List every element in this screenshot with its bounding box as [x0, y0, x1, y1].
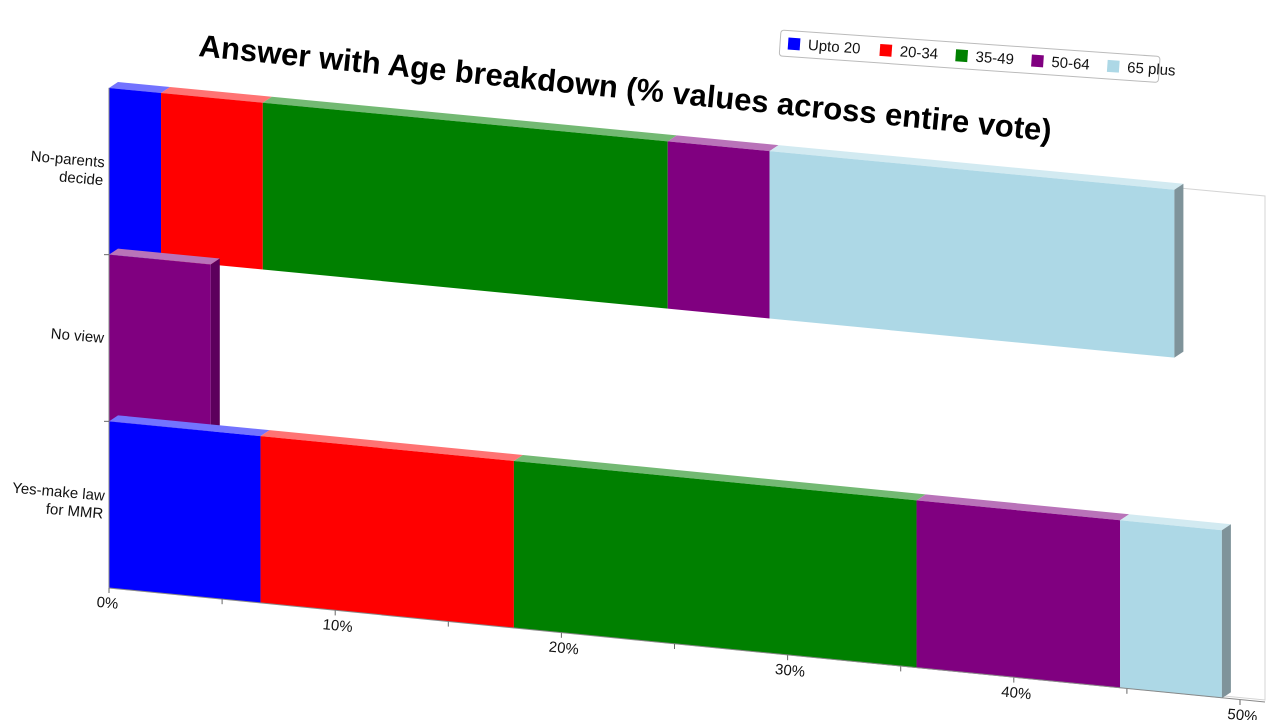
legend-border [778, 29, 1161, 83]
x-tick-label: 40% [1000, 683, 1032, 703]
x-tick-label: 0% [96, 594, 119, 613]
bar-top-20-34 [260, 430, 523, 461]
bar-Yes-make law for MMR-Upto 20 [109, 421, 261, 604]
legend-label: 35-49 [975, 49, 1014, 69]
category-label: No view [50, 325, 105, 347]
legend-swatch [1031, 54, 1044, 68]
category-label: for MMR [45, 501, 104, 523]
legend-label: Upto 20 [807, 37, 861, 58]
bar-No-parents decide-35-49 [262, 102, 668, 309]
legend-swatch [787, 37, 801, 51]
x-axis: 0% 10% 20% 30% 40% 50% [96, 88, 1266, 720]
bar-Yes-make law for MMR-65 plus [1120, 520, 1222, 699]
bar-end-Yes-make law for MMR [1221, 524, 1231, 699]
bar-top-35-49 [513, 454, 926, 501]
x-tick-label: 20% [548, 639, 580, 659]
legend: Upto 20 20-34 35-49 50-64 65 plus [778, 29, 1176, 83]
legend-label: 65 plus [1127, 59, 1176, 79]
bar-top-65 plus [1120, 514, 1231, 531]
bar-top-20-34 [161, 86, 272, 103]
bar-top-65 plus [769, 145, 1184, 190]
x-tick-label: 10% [322, 616, 354, 636]
legend-label: 50-64 [1051, 54, 1090, 74]
bar-end-No-parents decide [1174, 183, 1184, 358]
bars [109, 82, 1231, 699]
bar-Yes-make law for MMR-20-34 [260, 436, 514, 629]
bar-top-50-64 [109, 248, 220, 265]
bar-No-parents decide-20-34 [161, 92, 263, 270]
x-tick-label: 30% [774, 661, 806, 681]
bar-No view-50-64 [109, 254, 211, 432]
category-label: decide [58, 168, 104, 189]
bar-top-Upto 20 [109, 415, 270, 437]
bar-top-50-64 [667, 135, 779, 152]
bar-Yes-make law for MMR-50-64 [916, 500, 1121, 689]
legend-label: 20-34 [899, 43, 938, 63]
legend-swatch [1106, 59, 1120, 73]
bar-top-35-49 [262, 96, 677, 142]
x-axis-line [108, 587, 1266, 703]
bar-top-Upto 20 [109, 82, 171, 93]
bar-No-parents decide-65 plus [769, 151, 1175, 358]
bar-No-parents decide-50-64 [667, 141, 770, 319]
category-label: No-parents [30, 148, 105, 171]
bar-top-50-64 [916, 494, 1130, 521]
legend-swatch [879, 43, 893, 57]
bar-No-parents decide-Upto 20 [109, 88, 162, 260]
legend-swatch [955, 49, 969, 63]
bar-end-No view [210, 258, 220, 432]
bar-Yes-make law for MMR-35-49 [513, 460, 917, 668]
x-tick-label: 50% [1227, 706, 1259, 720]
legend-box: Upto 20 20-34 35-49 50-64 65 plus [778, 29, 1176, 83]
